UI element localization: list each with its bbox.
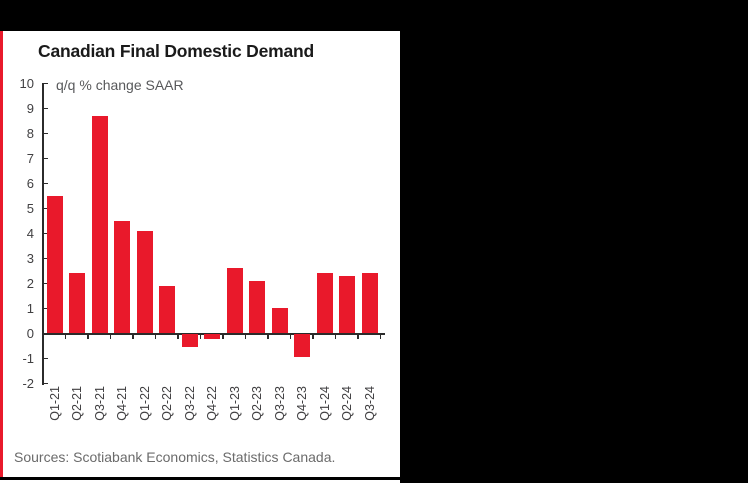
y-tick-label: 4 xyxy=(26,225,34,241)
x-axis-tick xyxy=(312,334,314,339)
bar-Q3-21 xyxy=(91,115,108,333)
bar-Q2-23 xyxy=(249,280,266,333)
x-tick-label: Q2-24 xyxy=(340,386,355,421)
bottom-black-rule xyxy=(0,477,400,480)
bar-Q2-24 xyxy=(339,275,356,333)
y-tick-label: 6 xyxy=(26,175,34,191)
y-axis-unit-label: q/q % change SAAR xyxy=(56,77,184,93)
red-accent-bar xyxy=(0,31,3,480)
y-axis-tick xyxy=(43,282,48,284)
x-axis-tick xyxy=(222,334,224,339)
bar-chart-plot-area: 10 9 8 7 6 5 4 3 2 1 0 -1 -2 Q1-21 Q2-21 Q3-21 Q4-21 Q1-2… xyxy=(0,31,400,483)
x-axis-tick xyxy=(199,334,202,339)
x-tick-label: Q3-22 xyxy=(182,386,197,421)
y-tick-label: 8 xyxy=(26,125,34,141)
x-axis-tick xyxy=(289,334,292,339)
y-axis-tick xyxy=(43,157,48,159)
y-tick-label: 1 xyxy=(26,300,34,316)
x-axis-zero-line xyxy=(43,332,385,335)
x-axis-tick xyxy=(132,334,134,339)
bar-Q4-21 xyxy=(114,220,131,333)
bar-Q3-24 xyxy=(361,273,378,333)
x-tick-label: Q1-23 xyxy=(227,386,242,421)
y-tick-label: 5 xyxy=(26,200,34,216)
y-tick-label: 9 xyxy=(26,100,34,116)
bar-Q4-23 xyxy=(294,334,311,357)
bar-Q1-22 xyxy=(136,230,153,333)
bar-Q3-23 xyxy=(271,308,288,333)
x-axis-tick xyxy=(357,334,359,339)
x-tick-label: Q4-22 xyxy=(205,386,220,421)
x-tick-label: Q2-22 xyxy=(160,386,175,421)
y-axis-tick xyxy=(43,107,48,109)
x-tick-label: Q1-22 xyxy=(137,386,152,421)
y-tick-label: -2 xyxy=(22,375,34,391)
chart-title: Canadian Final Domestic Demand xyxy=(38,41,315,61)
y-axis-tick xyxy=(43,307,48,309)
x-axis-tick xyxy=(109,334,112,339)
y-axis-tick xyxy=(43,382,48,384)
x-axis-tick xyxy=(334,334,337,339)
x-axis-tick xyxy=(244,334,247,339)
x-tick-label: Q3-21 xyxy=(92,386,107,421)
source-note: Sources: Scotiabank Economics, Statistic… xyxy=(14,449,336,465)
chart-card: Canadian Final Domestic Demand q/q % cha… xyxy=(0,31,400,483)
x-tick-label: Q4-21 xyxy=(115,386,130,421)
x-tick-label: Q4-23 xyxy=(295,386,310,421)
bar-Q4-22 xyxy=(204,334,221,339)
x-tick-label: Q2-21 xyxy=(70,386,85,421)
y-axis-tick xyxy=(43,207,48,209)
y-tick-label: 3 xyxy=(26,250,34,266)
bar-Q1-23 xyxy=(226,268,243,333)
y-axis-tick xyxy=(43,182,48,184)
x-tick-label: Q3-24 xyxy=(362,386,377,421)
x-axis-tick xyxy=(267,334,269,339)
y-axis-tick xyxy=(43,82,48,84)
bar-Q1-21 xyxy=(46,195,63,333)
y-tick-label: 0 xyxy=(26,325,34,341)
y-axis-tick xyxy=(43,357,48,359)
y-axis-tick xyxy=(43,232,48,234)
bar-Q3-22 xyxy=(181,334,198,347)
x-tick-label: Q1-24 xyxy=(317,386,332,421)
x-axis-tick xyxy=(154,334,157,339)
y-tick-label: 2 xyxy=(26,275,34,291)
bar-Q2-22 xyxy=(159,285,176,333)
bar-Q2-21 xyxy=(69,273,86,333)
top-black-bar xyxy=(0,0,748,31)
y-tick-label: 7 xyxy=(26,150,34,166)
x-axis-tick xyxy=(379,334,382,339)
y-axis-tick xyxy=(43,257,48,259)
x-axis-tick xyxy=(64,334,67,339)
x-axis-tick xyxy=(177,334,179,339)
y-tick-label: 10 xyxy=(19,75,34,91)
x-tick-label: Q2-23 xyxy=(250,386,265,421)
bar-Q1-24 xyxy=(316,273,333,333)
y-axis-tick xyxy=(43,132,48,134)
y-axis-line xyxy=(41,83,44,385)
x-tick-label: Q3-23 xyxy=(272,386,287,421)
x-axis-tick xyxy=(87,334,89,339)
x-tick-label: Q1-21 xyxy=(47,386,62,421)
y-tick-label: -1 xyxy=(22,350,34,366)
